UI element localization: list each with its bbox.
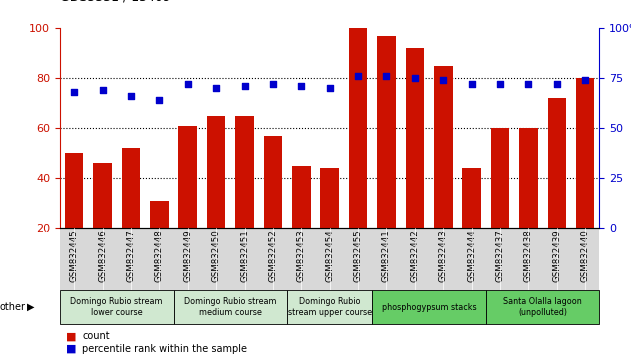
- Text: Domingo Rubio stream
lower course: Domingo Rubio stream lower course: [71, 297, 163, 317]
- Text: phosphogypsum stacks: phosphogypsum stacks: [382, 303, 476, 312]
- Point: [97, 87, 107, 93]
- Bar: [321, 169, 339, 228]
- Bar: [463, 169, 481, 228]
- Point: [551, 81, 562, 87]
- Point: [69, 90, 80, 95]
- Bar: [65, 153, 83, 228]
- Text: Domingo Rubio stream
medium course: Domingo Rubio stream medium course: [184, 297, 276, 317]
- Bar: [235, 116, 254, 228]
- Text: percentile rank within the sample: percentile rank within the sample: [82, 344, 247, 354]
- Point: [211, 86, 221, 91]
- Bar: [406, 48, 424, 228]
- Bar: [122, 148, 140, 228]
- Text: other: other: [0, 302, 26, 312]
- Point: [580, 78, 590, 83]
- Bar: [491, 129, 509, 228]
- Bar: [93, 163, 112, 228]
- Point: [353, 74, 363, 79]
- Point: [154, 97, 164, 103]
- Point: [268, 81, 278, 87]
- Bar: [576, 78, 594, 228]
- Text: Santa Olalla lagoon
(unpolluted): Santa Olalla lagoon (unpolluted): [504, 297, 582, 317]
- Point: [438, 78, 448, 83]
- Bar: [179, 126, 197, 228]
- Point: [183, 81, 193, 87]
- Bar: [519, 129, 538, 228]
- Point: [126, 93, 136, 99]
- Text: count: count: [82, 331, 110, 341]
- Text: ■: ■: [66, 344, 77, 354]
- Bar: [207, 116, 225, 228]
- Point: [381, 74, 391, 79]
- Bar: [434, 66, 452, 228]
- Point: [296, 84, 306, 89]
- Bar: [264, 136, 282, 228]
- Point: [523, 81, 533, 87]
- Point: [239, 84, 249, 89]
- Bar: [150, 201, 168, 228]
- Text: GDS5331 / 13409: GDS5331 / 13409: [60, 0, 171, 4]
- Bar: [377, 36, 396, 228]
- Point: [495, 81, 505, 87]
- Bar: [548, 98, 566, 228]
- Point: [410, 75, 420, 81]
- Point: [324, 86, 334, 91]
- Text: ■: ■: [66, 331, 77, 341]
- Bar: [349, 28, 367, 228]
- Point: [466, 81, 476, 87]
- Text: ▶: ▶: [27, 302, 34, 312]
- Bar: [292, 166, 310, 228]
- Text: Domingo Rubio
stream upper course: Domingo Rubio stream upper course: [288, 297, 372, 317]
